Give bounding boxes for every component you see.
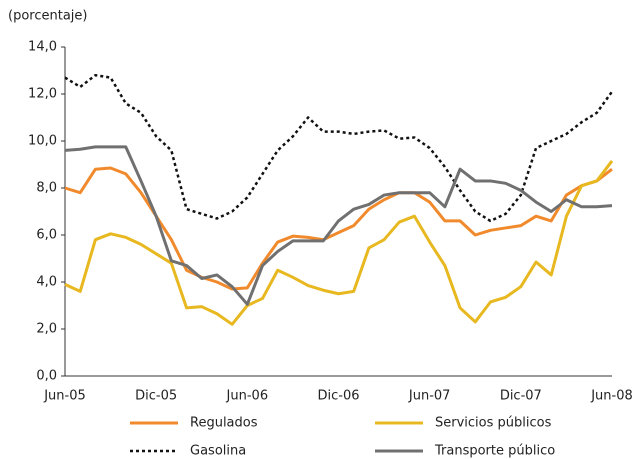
y-tick-label: 6,0 <box>36 228 57 243</box>
x-tick-label: Jun-06 <box>226 389 269 404</box>
series-line <box>64 145 613 306</box>
legend-label: Gasolina <box>190 444 246 459</box>
y-tick-label: 4,0 <box>36 275 57 290</box>
x-tick-label: Jun-08 <box>590 389 633 404</box>
series-line <box>64 160 614 326</box>
series-line <box>64 73 614 223</box>
y-tick-label: 2,0 <box>36 322 57 337</box>
x-tick-label: Jun-07 <box>408 389 451 404</box>
x-tick-label: Dic-06 <box>317 389 359 404</box>
y-tick-label: 8,0 <box>36 181 57 196</box>
legend-label: Regulados <box>190 416 258 431</box>
legend-label: Servicios públicos <box>435 416 552 431</box>
x-tick-label: Jun-05 <box>43 389 86 404</box>
y-axis-label: (porcentaje) <box>8 9 87 24</box>
x-tick-label: Dic-07 <box>500 389 542 404</box>
x-tick-label: Dic-05 <box>135 389 177 404</box>
y-tick-label: 14,0 <box>28 40 57 55</box>
y-tick-label: 12,0 <box>28 87 57 102</box>
legend-label: Transporte público <box>434 444 555 459</box>
y-tick-label: 0,0 <box>36 369 57 384</box>
y-tick-label: 10,0 <box>28 134 57 149</box>
